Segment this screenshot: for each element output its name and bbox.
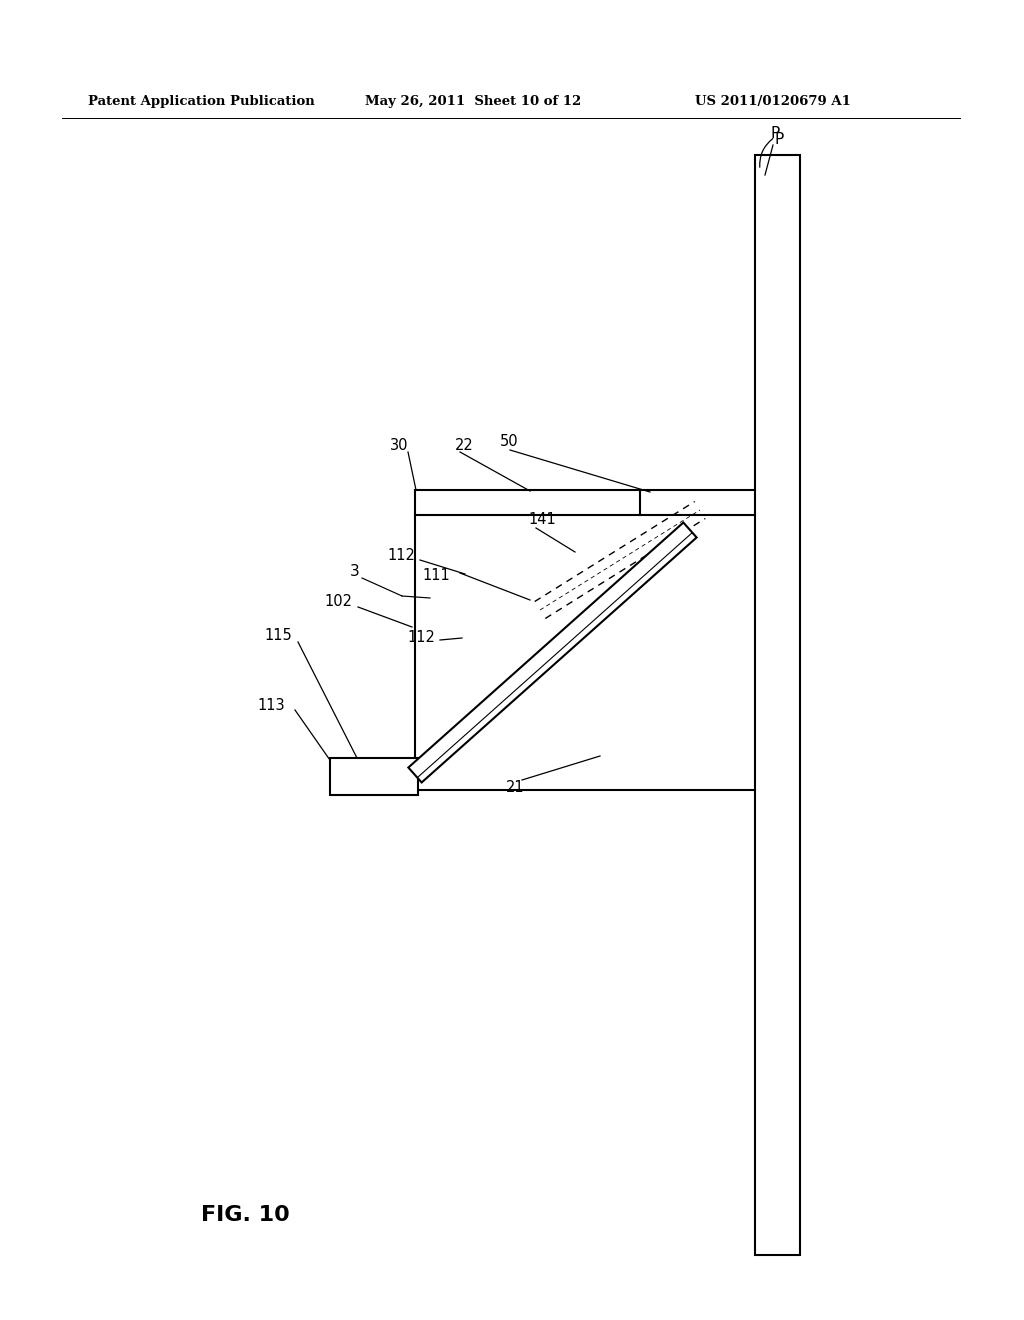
Text: 30: 30	[389, 437, 408, 453]
Text: 111: 111	[422, 568, 450, 582]
Text: P: P	[775, 132, 784, 148]
Text: 112: 112	[408, 631, 435, 645]
Text: 113: 113	[257, 697, 285, 713]
Text: US 2011/0120679 A1: US 2011/0120679 A1	[695, 95, 851, 108]
Text: 50: 50	[500, 434, 518, 450]
Text: 23: 23	[402, 763, 421, 777]
Bar	[755, 154, 800, 1255]
Text: 3: 3	[350, 565, 359, 579]
Text: 22: 22	[455, 437, 474, 453]
Text: 115: 115	[264, 627, 292, 643]
Text: P: P	[770, 125, 779, 140]
Text: 141: 141	[528, 512, 556, 528]
Text: 112: 112	[387, 548, 415, 562]
Text: 21: 21	[506, 780, 524, 795]
Text: Patent Application Publication: Patent Application Publication	[88, 95, 314, 108]
Text: FIG. 10: FIG. 10	[201, 1205, 290, 1225]
Polygon shape	[409, 523, 696, 783]
Text: 102: 102	[324, 594, 352, 610]
Text: May 26, 2011  Sheet 10 of 12: May 26, 2011 Sheet 10 of 12	[365, 95, 582, 108]
Bar	[330, 758, 418, 795]
